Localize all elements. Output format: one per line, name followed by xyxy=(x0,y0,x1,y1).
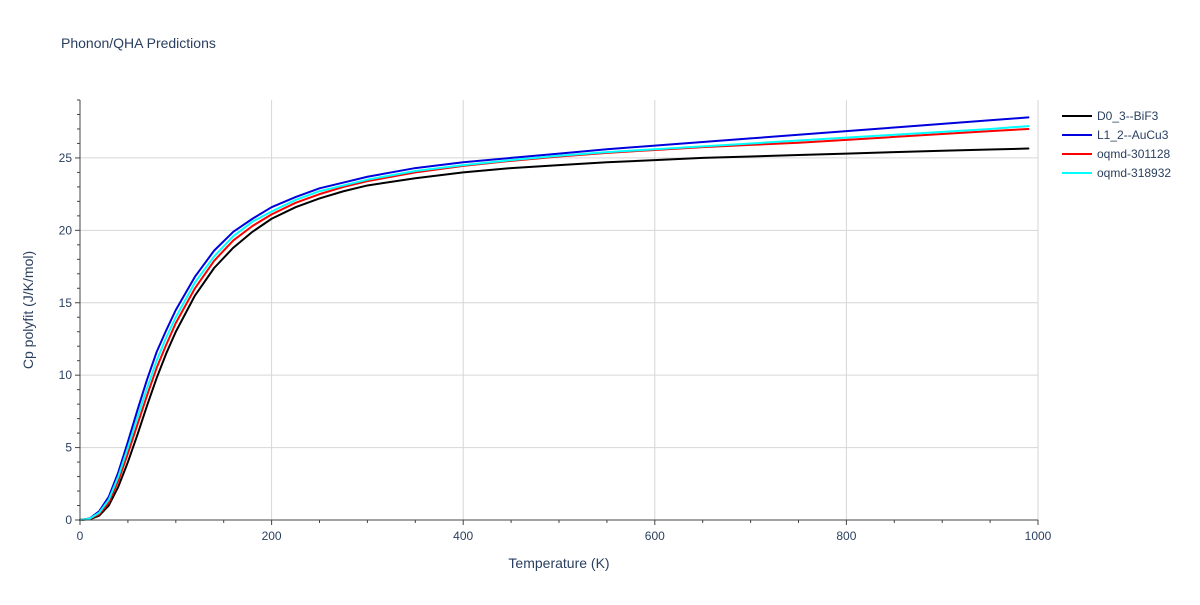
y-tick-label: 0 xyxy=(65,513,72,527)
legend-swatch xyxy=(1062,114,1092,117)
grid-layer xyxy=(80,100,1039,520)
y-tick-label: 15 xyxy=(59,296,73,310)
legend-swatch xyxy=(1062,133,1092,136)
legend-item-2[interactable]: oqmd-301128 xyxy=(1062,144,1171,163)
y-tick-label: 10 xyxy=(59,368,73,382)
legend-item-0[interactable]: D0_3--BiF3 xyxy=(1062,106,1171,125)
series-layer[interactable] xyxy=(79,116,1030,521)
chart-title: Phonon/QHA Predictions xyxy=(61,35,216,51)
legend-label: L1_2--AuCu3 xyxy=(1097,127,1169,142)
y-tick-label: 5 xyxy=(65,441,72,455)
series-line-3[interactable] xyxy=(79,125,1030,521)
legend-label: oqmd-301128 xyxy=(1097,146,1171,161)
x-tick-label: 1000 xyxy=(1025,529,1052,543)
legend-swatch xyxy=(1062,171,1092,174)
axes-layer: 0 200 400 600 800 1000 0 5 10 15 20 25 xyxy=(59,99,1052,543)
legend-label: oqmd-318932 xyxy=(1097,165,1172,180)
series-line-2[interactable] xyxy=(79,127,1030,521)
x-axis-label: Temperature (K) xyxy=(508,555,609,571)
legend-item-3[interactable]: oqmd-318932 xyxy=(1062,163,1171,182)
series-line-0[interactable] xyxy=(79,147,1030,521)
y-axis-label: Cp polyfit (J/K/mol) xyxy=(20,251,36,369)
x-tick-label: 400 xyxy=(453,529,473,543)
x-tick-label: 200 xyxy=(262,529,282,543)
x-tick-label: 800 xyxy=(836,529,856,543)
legend-item-1[interactable]: L1_2--AuCu3 xyxy=(1062,125,1171,144)
y-tick-label: 25 xyxy=(59,151,73,165)
legend-swatch xyxy=(1062,152,1092,155)
x-tick-label: 0 xyxy=(77,529,84,543)
legend-label: D0_3--BiF3 xyxy=(1097,108,1159,123)
y-tick-label: 20 xyxy=(59,223,73,237)
series-line-1[interactable] xyxy=(79,116,1030,521)
x-tick-label: 600 xyxy=(645,529,665,543)
legend: D0_3--BiF3 L1_2--AuCu3 oqmd-301128 oqmd-318… xyxy=(1062,106,1171,182)
